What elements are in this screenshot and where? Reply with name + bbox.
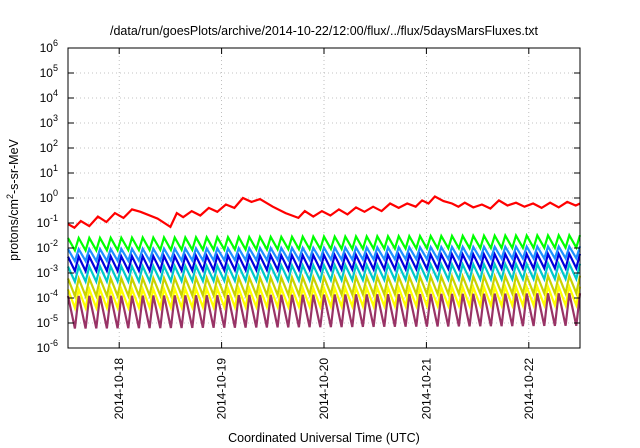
y-tick-label: 10-1: [37, 213, 58, 230]
series-line-6: [66, 282, 582, 312]
y-axis-label-suffix: -s-sr-MeV: [7, 138, 21, 194]
y-tick-label: 100: [40, 188, 58, 205]
y-tick-base: 10: [40, 166, 54, 180]
chart-title: /data/run/goesPlots/archive/2014-10-22/1…: [110, 24, 539, 38]
y-tick-label: 105: [40, 63, 58, 80]
y-tick-exponent: -3: [50, 263, 58, 273]
y-tick-exponent: 3: [53, 113, 58, 123]
y-tick-label: 102: [40, 138, 58, 155]
y-tick-base: 10: [40, 66, 54, 80]
series-line-7: [66, 292, 582, 329]
y-tick-base: 10: [37, 341, 51, 355]
y-tick-label: 106: [40, 38, 58, 55]
y-tick-base: 10: [37, 316, 51, 330]
series-line-2: [67, 243, 582, 264]
x-tick-label: 2014-10-19: [215, 358, 229, 420]
x-tick-label: 2014-10-18: [112, 358, 126, 420]
y-tick-label: 101: [40, 163, 58, 180]
y-tick-exponent: 4: [53, 88, 58, 98]
y-tick-exponent: -2: [50, 238, 58, 248]
y-tick-base: 10: [40, 41, 54, 55]
y-tick-exponent: -6: [50, 338, 58, 348]
y-tick-exponent: -5: [50, 313, 58, 323]
series-layer: [66, 195, 582, 329]
y-tick-exponent: 5: [53, 63, 58, 73]
series-line-5: [66, 272, 582, 300]
y-axis-label-superscript: 2: [5, 194, 15, 199]
y-tick-base: 10: [37, 266, 51, 280]
x-tick-label: 2014-10-21: [419, 358, 433, 420]
x-axis-label: Coordinated Universal Time (UTC): [228, 431, 420, 445]
y-tick-base: 10: [40, 116, 54, 130]
x-axis: 2014-10-18 2014-10-19 2014-10-20 2014-10-21…: [112, 48, 536, 419]
y-tick-base: 10: [40, 91, 54, 105]
y-axis-label: protons/cm2-s-sr-MeV: [5, 138, 21, 260]
y-tick-label: 10-2: [37, 238, 58, 255]
y-tick-label: 10-3: [37, 263, 58, 280]
y-tick-base: 10: [37, 291, 51, 305]
y-tick-label: 10-5: [37, 313, 58, 330]
y-tick-label: 104: [40, 88, 58, 105]
y-tick-exponent: 2: [53, 138, 58, 148]
y-tick-exponent: 1: [53, 163, 58, 173]
series-line-0: [67, 195, 581, 230]
y-tick-exponent: -4: [50, 288, 58, 298]
y-tick-label: 10-6: [37, 338, 58, 355]
y-axis: 10-610-510-410-310-210-11001011021031041…: [37, 38, 580, 355]
y-tick-exponent: -1: [50, 213, 58, 223]
y-tick-base: 10: [37, 216, 51, 230]
y-tick-base: 10: [37, 241, 51, 255]
x-tick-label: 2014-10-20: [317, 358, 331, 420]
y-tick-exponent: 0: [53, 188, 58, 198]
y-tick-label: 10-4: [37, 288, 58, 305]
x-tick-label: 2014-10-22: [522, 358, 536, 420]
series-line-4: [66, 260, 582, 286]
series-line-1: [67, 232, 582, 254]
y-axis-label-prefix: protons/cm: [7, 199, 21, 261]
y-tick-label: 103: [40, 113, 58, 130]
y-tick-exponent: 6: [53, 38, 58, 48]
y-tick-base: 10: [40, 191, 54, 205]
y-tick-base: 10: [40, 141, 54, 155]
series-line-3: [67, 250, 582, 275]
